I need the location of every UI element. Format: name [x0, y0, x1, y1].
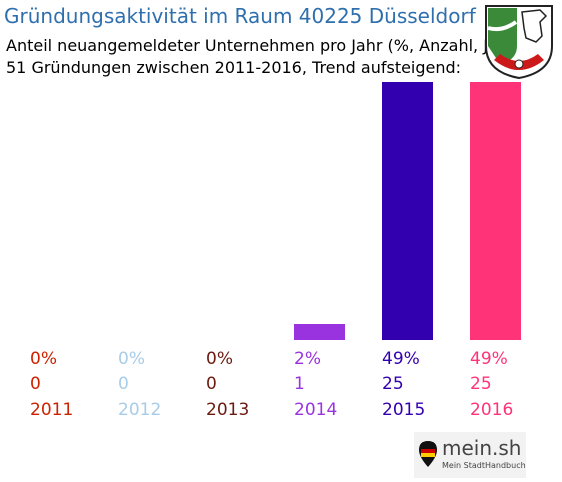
percent-label-2016: 49%: [470, 349, 508, 369]
chart-subtitle: Anteil neuangemeldeter Unternehmen pro J…: [6, 36, 521, 55]
chart-summary: 51 Gründungen zwischen 2011-2016, Trend …: [6, 58, 462, 77]
count-label-2015: 25: [382, 374, 404, 394]
percent-label-2013: 0%: [206, 349, 233, 369]
count-label-2012: 0: [118, 374, 129, 394]
year-label-2011: 2011: [30, 400, 73, 420]
count-label-2014: 1: [294, 374, 305, 394]
year-label-2015: 2015: [382, 400, 425, 420]
percent-label-2015: 49%: [382, 349, 420, 369]
location-pin-icon: [419, 441, 437, 467]
count-label-2013: 0: [206, 374, 217, 394]
logo-tagline: Mein StadtHandbuch: [442, 461, 526, 470]
nrw-coat-of-arms-logo: [485, 5, 553, 80]
chart-title: Gründungsaktivität im Raum 40225 Düsseld…: [4, 4, 476, 28]
year-label-2016: 2016: [470, 400, 513, 420]
percent-label-2011: 0%: [30, 349, 57, 369]
count-label-2016: 25: [470, 374, 492, 394]
count-label-2011: 0: [30, 374, 41, 394]
bar-2014: [294, 324, 345, 340]
logo-name: mein.sh: [442, 436, 522, 460]
year-label-2014: 2014: [294, 400, 337, 420]
year-label-2013: 2013: [206, 400, 249, 420]
percent-label-2012: 0%: [118, 349, 145, 369]
year-label-2012: 2012: [118, 400, 161, 420]
bar-2016: [470, 82, 521, 340]
mein-sh-logo: mein.sh Mein StadtHandbuch: [414, 432, 526, 478]
percent-label-2014: 2%: [294, 349, 321, 369]
bar-2015: [382, 82, 433, 340]
